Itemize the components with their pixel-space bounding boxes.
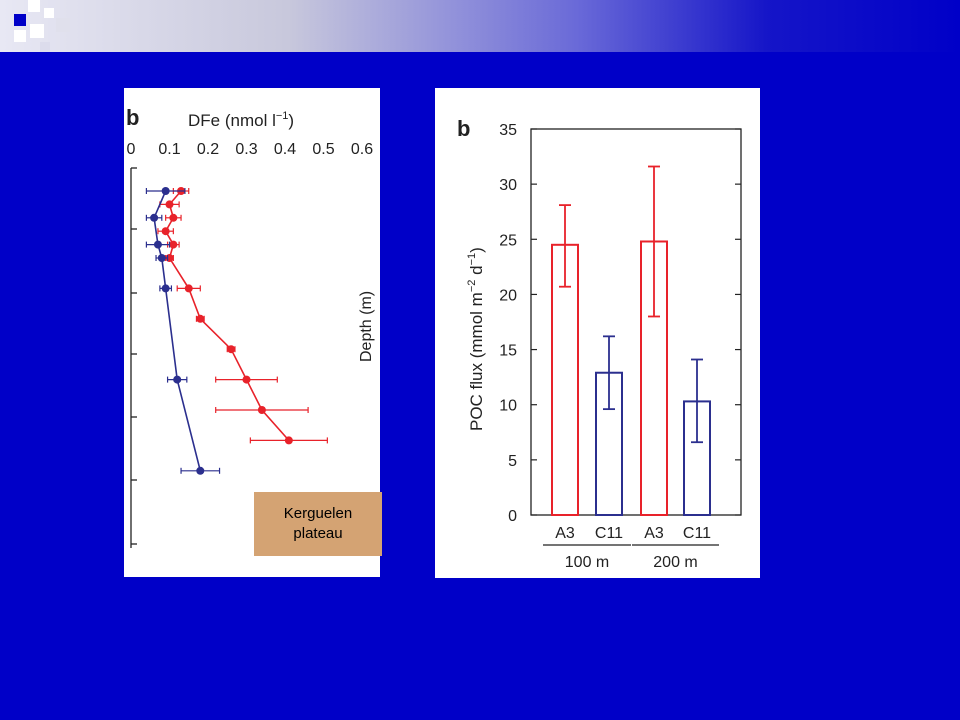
panel-letter: b — [126, 105, 139, 130]
y-axis-label: POC flux (mmol m−2 d−1) — [466, 247, 486, 431]
data-point — [227, 345, 236, 354]
y-tick-label: 25 — [499, 232, 517, 249]
y-tick-label: 15 — [499, 343, 517, 360]
panel-letter: b — [457, 116, 470, 141]
title-bar-gradient — [0, 0, 960, 52]
poc-flux-panel: b POC flux (mmol m−2 d−1) 0 5 10 15 20 25 30 35… — [435, 88, 760, 578]
data-point — [161, 187, 170, 195]
note-line: Kerguelen — [283, 505, 353, 522]
x-tick-label: C11 — [683, 525, 711, 542]
data-point — [165, 200, 174, 209]
y-tick-label: 35 — [499, 122, 517, 139]
data-point — [196, 314, 205, 323]
decor-square — [44, 8, 54, 18]
series-line — [153, 190, 202, 471]
x-tick-label: A3 — [555, 525, 575, 542]
data-point — [169, 213, 178, 222]
x-tick-label: 0.1 — [158, 141, 180, 158]
data-point — [157, 254, 166, 262]
y-tick-label: 20 — [499, 287, 517, 304]
decor-square — [30, 24, 44, 38]
x-axis-label: DFe (nmol l−1) — [188, 110, 294, 130]
decor-square — [40, 42, 50, 52]
decor-square — [14, 14, 26, 26]
data-point — [161, 284, 170, 293]
data-point — [173, 375, 182, 384]
y-tick-label: 10 — [499, 398, 517, 415]
x-tick-label: 0.5 — [312, 141, 334, 158]
decor-square — [28, 0, 40, 12]
x-tick-label: 0.4 — [274, 141, 296, 158]
decor-square — [14, 30, 26, 42]
y-axis-label: Depth (m) — [358, 291, 375, 362]
poc-flux-chart: b POC flux (mmol m−2 d−1) 0 5 10 15 20 25 30 35… — [457, 116, 742, 571]
data-point — [257, 406, 266, 414]
y-tick-label: 5 — [508, 453, 517, 470]
data-point — [153, 240, 162, 249]
x-tick-label: A3 — [644, 525, 664, 542]
data-point — [161, 227, 170, 236]
x-tick-label: 0 — [127, 141, 136, 158]
series-line — [164, 190, 290, 441]
data-point — [196, 466, 205, 475]
plot-frame — [530, 128, 742, 516]
decor-square — [56, 18, 70, 32]
y-tick-label: 30 — [499, 177, 517, 194]
data-point — [169, 240, 178, 249]
dfe-profile-panel: b DFe (nmol l−1) 0 0.1 0.2 0.3 0.4 0.5 0.6 Dep… — [124, 88, 380, 577]
y-tick-label: 0 — [508, 508, 517, 525]
data-point — [284, 436, 293, 445]
data-point — [150, 213, 159, 222]
note-line: plateau — [293, 525, 343, 542]
kerguelen-plateau-note: Kerguelen plateau — [254, 492, 382, 556]
x-tick-label: 0.6 — [351, 141, 373, 158]
data-point — [242, 375, 251, 384]
x-tick-label: 0.2 — [197, 141, 219, 158]
x-tick-label: C11 — [595, 525, 623, 542]
data-point — [184, 284, 193, 293]
dfe-profile-chart: b DFe (nmol l−1) 0 0.1 0.2 0.3 0.4 0.5 0.6 Dep… — [126, 105, 375, 548]
group-label: 100 m — [565, 554, 609, 571]
x-tick-label: 0.3 — [235, 141, 257, 158]
group-label: 200 m — [653, 554, 697, 571]
